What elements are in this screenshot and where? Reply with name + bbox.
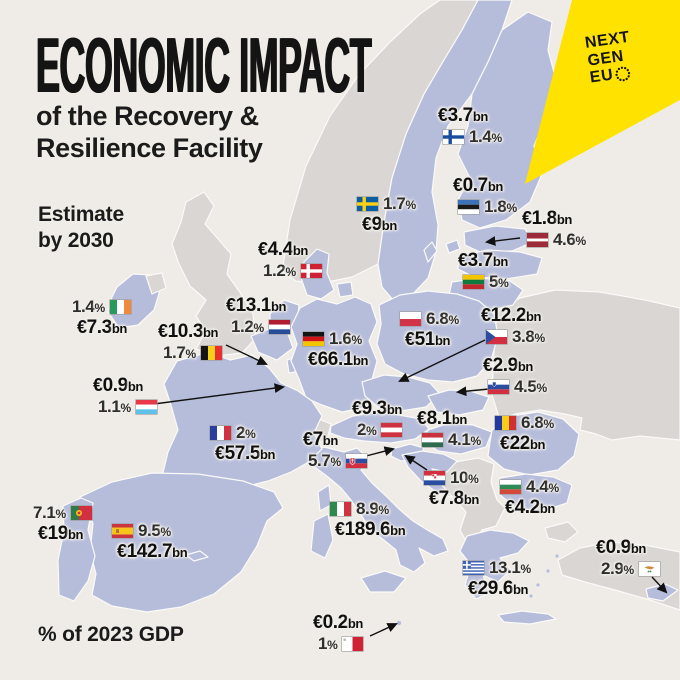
map-country-sicily [360, 570, 407, 593]
arrow-to-latvia [484, 236, 521, 246]
nextgeneu-logo: NEXT GEN EU [584, 29, 636, 87]
map-country-sardinia [310, 513, 334, 559]
arrow-to-slovakia [365, 446, 396, 457]
logo-line-eu: EU [589, 63, 636, 87]
map-country-western-balkans [431, 457, 506, 549]
estimate-note: Estimate by 2030 [38, 202, 124, 255]
arrow-to-luxembourg [153, 383, 286, 405]
map-country-gotland [423, 241, 438, 263]
map-country-balearic-islands [185, 550, 209, 562]
map-island-aegean-3 [529, 594, 533, 598]
subtitle-line-2: Resilience Facility [36, 133, 263, 164]
map-island-aegean-1 [536, 583, 540, 587]
map-country-portugal [57, 497, 96, 602]
page-subtitle: of the Recovery & Resilience Facility [36, 100, 680, 165]
arrow-to-cyprus [651, 576, 668, 594]
gdp-footnote: % of 2023 GDP [38, 623, 184, 646]
map-island-aegean-2 [546, 569, 550, 573]
note-line-1: Estimate [38, 203, 124, 226]
map-country-slovakia [427, 389, 490, 416]
map-country-crete [497, 610, 557, 625]
map-country-estonia-islands [445, 239, 461, 254]
map-island-ibiza [174, 551, 178, 555]
map-country-latvia [457, 249, 543, 280]
map-country-estonia [463, 225, 534, 253]
map-island-aegean-4 [555, 554, 559, 558]
map-country-denmark-islands [336, 281, 354, 298]
note-line-2: by 2030 [38, 229, 114, 253]
arrow-to-malta [369, 623, 398, 637]
map-country-turkey-nw [544, 521, 579, 543]
logo-wedge-shape [525, 0, 680, 184]
logo-eu-text: EU [588, 66, 615, 87]
arrow-to-belgium [225, 344, 268, 365]
arrow-to-slovenia [455, 386, 490, 397]
arrow-to-croatia [404, 454, 428, 471]
arrow-to-czechia [398, 339, 486, 382]
title-block: ECONOMIC IMPACT of the Recovery & Resili… [36, 26, 680, 165]
map-country-northern-ireland [145, 272, 167, 295]
subtitle-line-1: of the Recovery & [36, 101, 259, 131]
page-title: ECONOMIC IMPACT [36, 21, 372, 109]
eu-stars-icon [614, 65, 632, 83]
